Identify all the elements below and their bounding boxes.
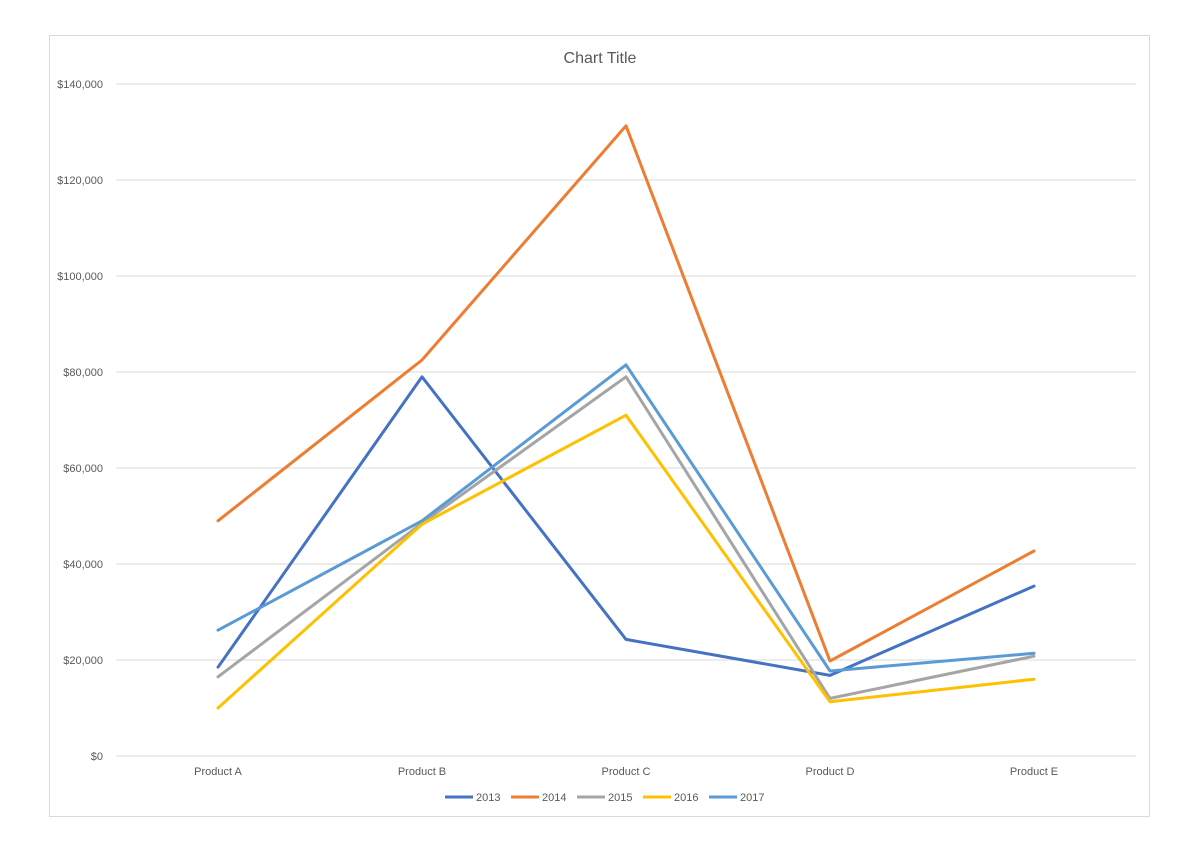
y-tick-label: $120,000	[57, 175, 103, 187]
legend-label: 2015	[608, 792, 632, 804]
y-tick-label: $100,000	[57, 271, 103, 283]
y-tick-label: $0	[91, 751, 103, 763]
y-tick-label: $20,000	[63, 655, 103, 667]
series-line-2017	[216, 363, 1036, 673]
legend: 2013 2014 2015 2016 2017	[445, 792, 764, 804]
y-tick-label: $140,000	[57, 79, 103, 91]
y-axis-tick-labels: $0 $20,000 $40,000 $60,000 $80,000 $100,000 $1…	[57, 79, 103, 763]
legend-label: 2016	[674, 792, 698, 804]
series-line-2016	[216, 413, 1036, 710]
y-tick-label: $80,000	[63, 367, 103, 379]
y-tick-label: $60,000	[63, 463, 103, 475]
series-line-2014	[216, 124, 1036, 663]
chart-title: Chart Title	[564, 50, 637, 67]
y-tick-label: $40,000	[63, 559, 103, 571]
x-axis-tick-labels: Product A Product B Product C Product D Prod…	[194, 766, 1058, 778]
legend-label: 2013	[476, 792, 500, 804]
x-tick-label: Product B	[398, 766, 446, 778]
x-tick-label: Product D	[806, 766, 855, 778]
series-line-2013	[216, 375, 1036, 677]
x-tick-label: Product C	[602, 766, 651, 778]
legend-label: 2017	[740, 792, 764, 804]
series-line-2015	[216, 375, 1036, 700]
x-tick-label: Product E	[1010, 766, 1058, 778]
x-tick-label: Product A	[194, 766, 242, 778]
legend-label: 2014	[542, 792, 566, 804]
gridlines	[116, 83, 1136, 757]
series-lines	[216, 124, 1036, 710]
